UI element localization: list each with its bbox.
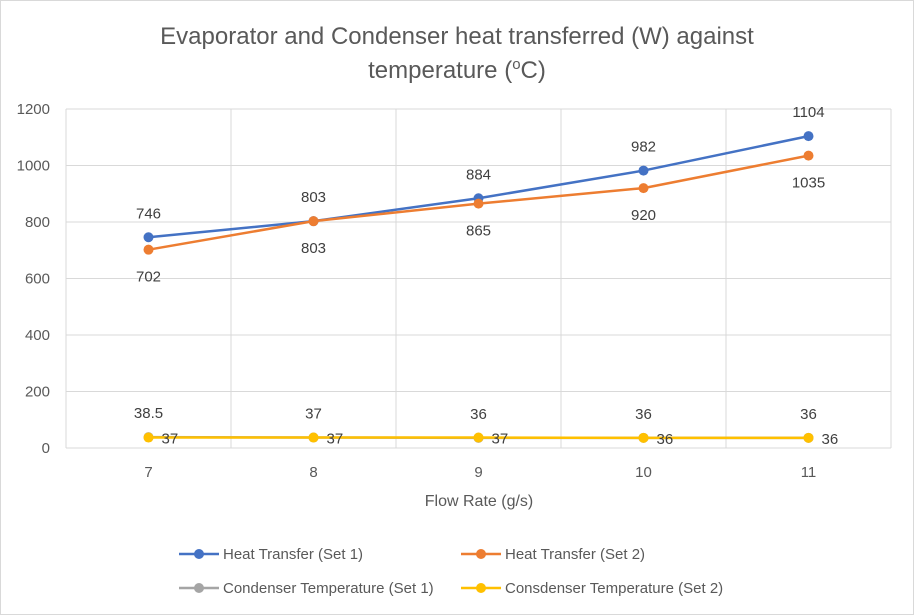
data-point (143, 232, 154, 243)
y-tick-label: 600 (25, 271, 50, 288)
data-point (473, 198, 484, 209)
legend-swatch-marker (476, 583, 486, 593)
chart-title-prefix: temperature ( (368, 57, 512, 84)
data-point (803, 131, 814, 142)
x-tick-label: 8 (309, 464, 317, 481)
data-point (308, 432, 319, 443)
x-tick-label: 11 (801, 464, 817, 481)
legend-item-3: Condenser Temperature (Set 1) (179, 580, 434, 597)
data-point (803, 150, 814, 161)
plot-area: 746 803 884 982 1104 702 803 865 920 1035 38.5 37 36… (134, 104, 838, 448)
data-label: 1035 (792, 175, 825, 192)
data-label: 36 (470, 406, 487, 423)
data-label: 36 (822, 431, 839, 448)
legend-label: Condenser Temperature (Set 1) (223, 580, 434, 597)
gridlines (65, 108, 892, 449)
x-tick-label: 9 (474, 464, 482, 481)
data-label: 36 (635, 406, 652, 423)
legend: Heat Transfer (Set 1) Heat Transfer (Set … (179, 546, 723, 597)
x-tick-label: 7 (144, 464, 152, 481)
legend-swatch-marker (194, 549, 204, 559)
legend-label: Consdenser Temperature (Set 2) (505, 580, 723, 597)
data-label: 803 (301, 189, 326, 206)
chart-title-superscript: o (512, 56, 520, 73)
data-point (638, 432, 649, 443)
chart-title-line-2: temperature (oC) (368, 56, 546, 84)
x-axis-ticks: 7 8 9 10 11 (144, 464, 816, 481)
data-point (143, 244, 154, 255)
y-tick-label: 1000 (17, 158, 50, 175)
data-point (473, 432, 484, 443)
series-1: 746 803 884 982 1104 (136, 104, 825, 243)
data-label: 38.5 (134, 405, 163, 422)
data-label: 803 (301, 240, 326, 257)
series-4: 37 37 37 36 36 (143, 431, 839, 448)
data-label: 884 (466, 166, 491, 183)
data-point (143, 432, 154, 443)
y-axis-ticks: 0 200 400 600 800 1000 1200 (17, 101, 50, 457)
legend-label: Heat Transfer (Set 2) (505, 546, 645, 563)
data-label: 36 (800, 406, 817, 423)
y-tick-label: 0 (42, 440, 50, 457)
data-point (638, 183, 649, 194)
data-label: 982 (631, 139, 656, 156)
legend-label: Heat Transfer (Set 1) (223, 546, 363, 563)
legend-item-4: Consdenser Temperature (Set 2) (461, 580, 723, 597)
data-label: 702 (136, 269, 161, 286)
data-point (638, 165, 649, 176)
data-label: 37 (327, 431, 344, 448)
series-2: 702 803 865 920 1035 (136, 150, 825, 286)
y-tick-label: 1200 (17, 101, 50, 118)
legend-swatch-marker (476, 549, 486, 559)
data-label: 746 (136, 205, 161, 222)
data-label: 37 (305, 406, 322, 423)
legend-swatch-marker (194, 583, 204, 593)
data-label: 37 (162, 431, 179, 448)
data-label: 865 (466, 223, 491, 240)
legend-item-2: Heat Transfer (Set 2) (461, 546, 645, 563)
y-tick-label: 400 (25, 327, 50, 344)
data-label: 37 (492, 431, 509, 448)
y-tick-label: 800 (25, 214, 50, 231)
data-label: 36 (657, 431, 674, 448)
x-tick-label: 10 (635, 464, 652, 481)
chart-title-line-1: Evaporator and Condenser heat transferre… (160, 23, 754, 50)
legend-item-1: Heat Transfer (Set 1) (179, 546, 363, 563)
x-axis-title: Flow Rate (g/s) (425, 493, 533, 510)
data-label: 1104 (792, 104, 824, 121)
chart-title-suffix: C) (521, 57, 546, 84)
data-point (308, 216, 319, 227)
data-label: 920 (631, 207, 656, 224)
y-tick-label: 200 (25, 384, 50, 401)
data-point (803, 432, 814, 443)
